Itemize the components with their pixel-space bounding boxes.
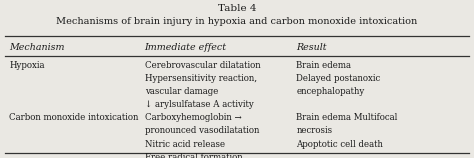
Text: vascular damage: vascular damage <box>145 87 218 96</box>
Text: ↓ arylsulfatase A activity: ↓ arylsulfatase A activity <box>145 100 253 109</box>
Text: Brain edema: Brain edema <box>296 61 351 70</box>
Text: Carboxyhemoglobin →: Carboxyhemoglobin → <box>145 113 241 122</box>
Text: Carbon monoxide intoxication: Carbon monoxide intoxication <box>9 113 139 122</box>
Text: encephalopathy: encephalopathy <box>296 87 365 96</box>
Text: Result: Result <box>296 43 327 52</box>
Text: Immediate effect: Immediate effect <box>145 43 227 52</box>
Text: Apoptotic cell death: Apoptotic cell death <box>296 140 383 149</box>
Text: Brain edema Multifocal: Brain edema Multifocal <box>296 113 398 122</box>
Text: Table 4: Table 4 <box>218 4 256 13</box>
Text: Free radical formation: Free radical formation <box>145 153 242 158</box>
Text: necrosis: necrosis <box>296 126 332 135</box>
Text: Delayed postanoxic: Delayed postanoxic <box>296 74 381 83</box>
Text: Mechanisms of brain injury in hypoxia and carbon monoxide intoxication: Mechanisms of brain injury in hypoxia an… <box>56 17 418 26</box>
Text: Mechanism: Mechanism <box>9 43 65 52</box>
Text: pronounced vasodilatation: pronounced vasodilatation <box>145 126 259 135</box>
Text: Nitric acid release: Nitric acid release <box>145 140 225 149</box>
Text: Hypersensitivity reaction,: Hypersensitivity reaction, <box>145 74 257 83</box>
Text: Cerebrovascular dilatation: Cerebrovascular dilatation <box>145 61 260 70</box>
Text: Hypoxia: Hypoxia <box>9 61 45 70</box>
